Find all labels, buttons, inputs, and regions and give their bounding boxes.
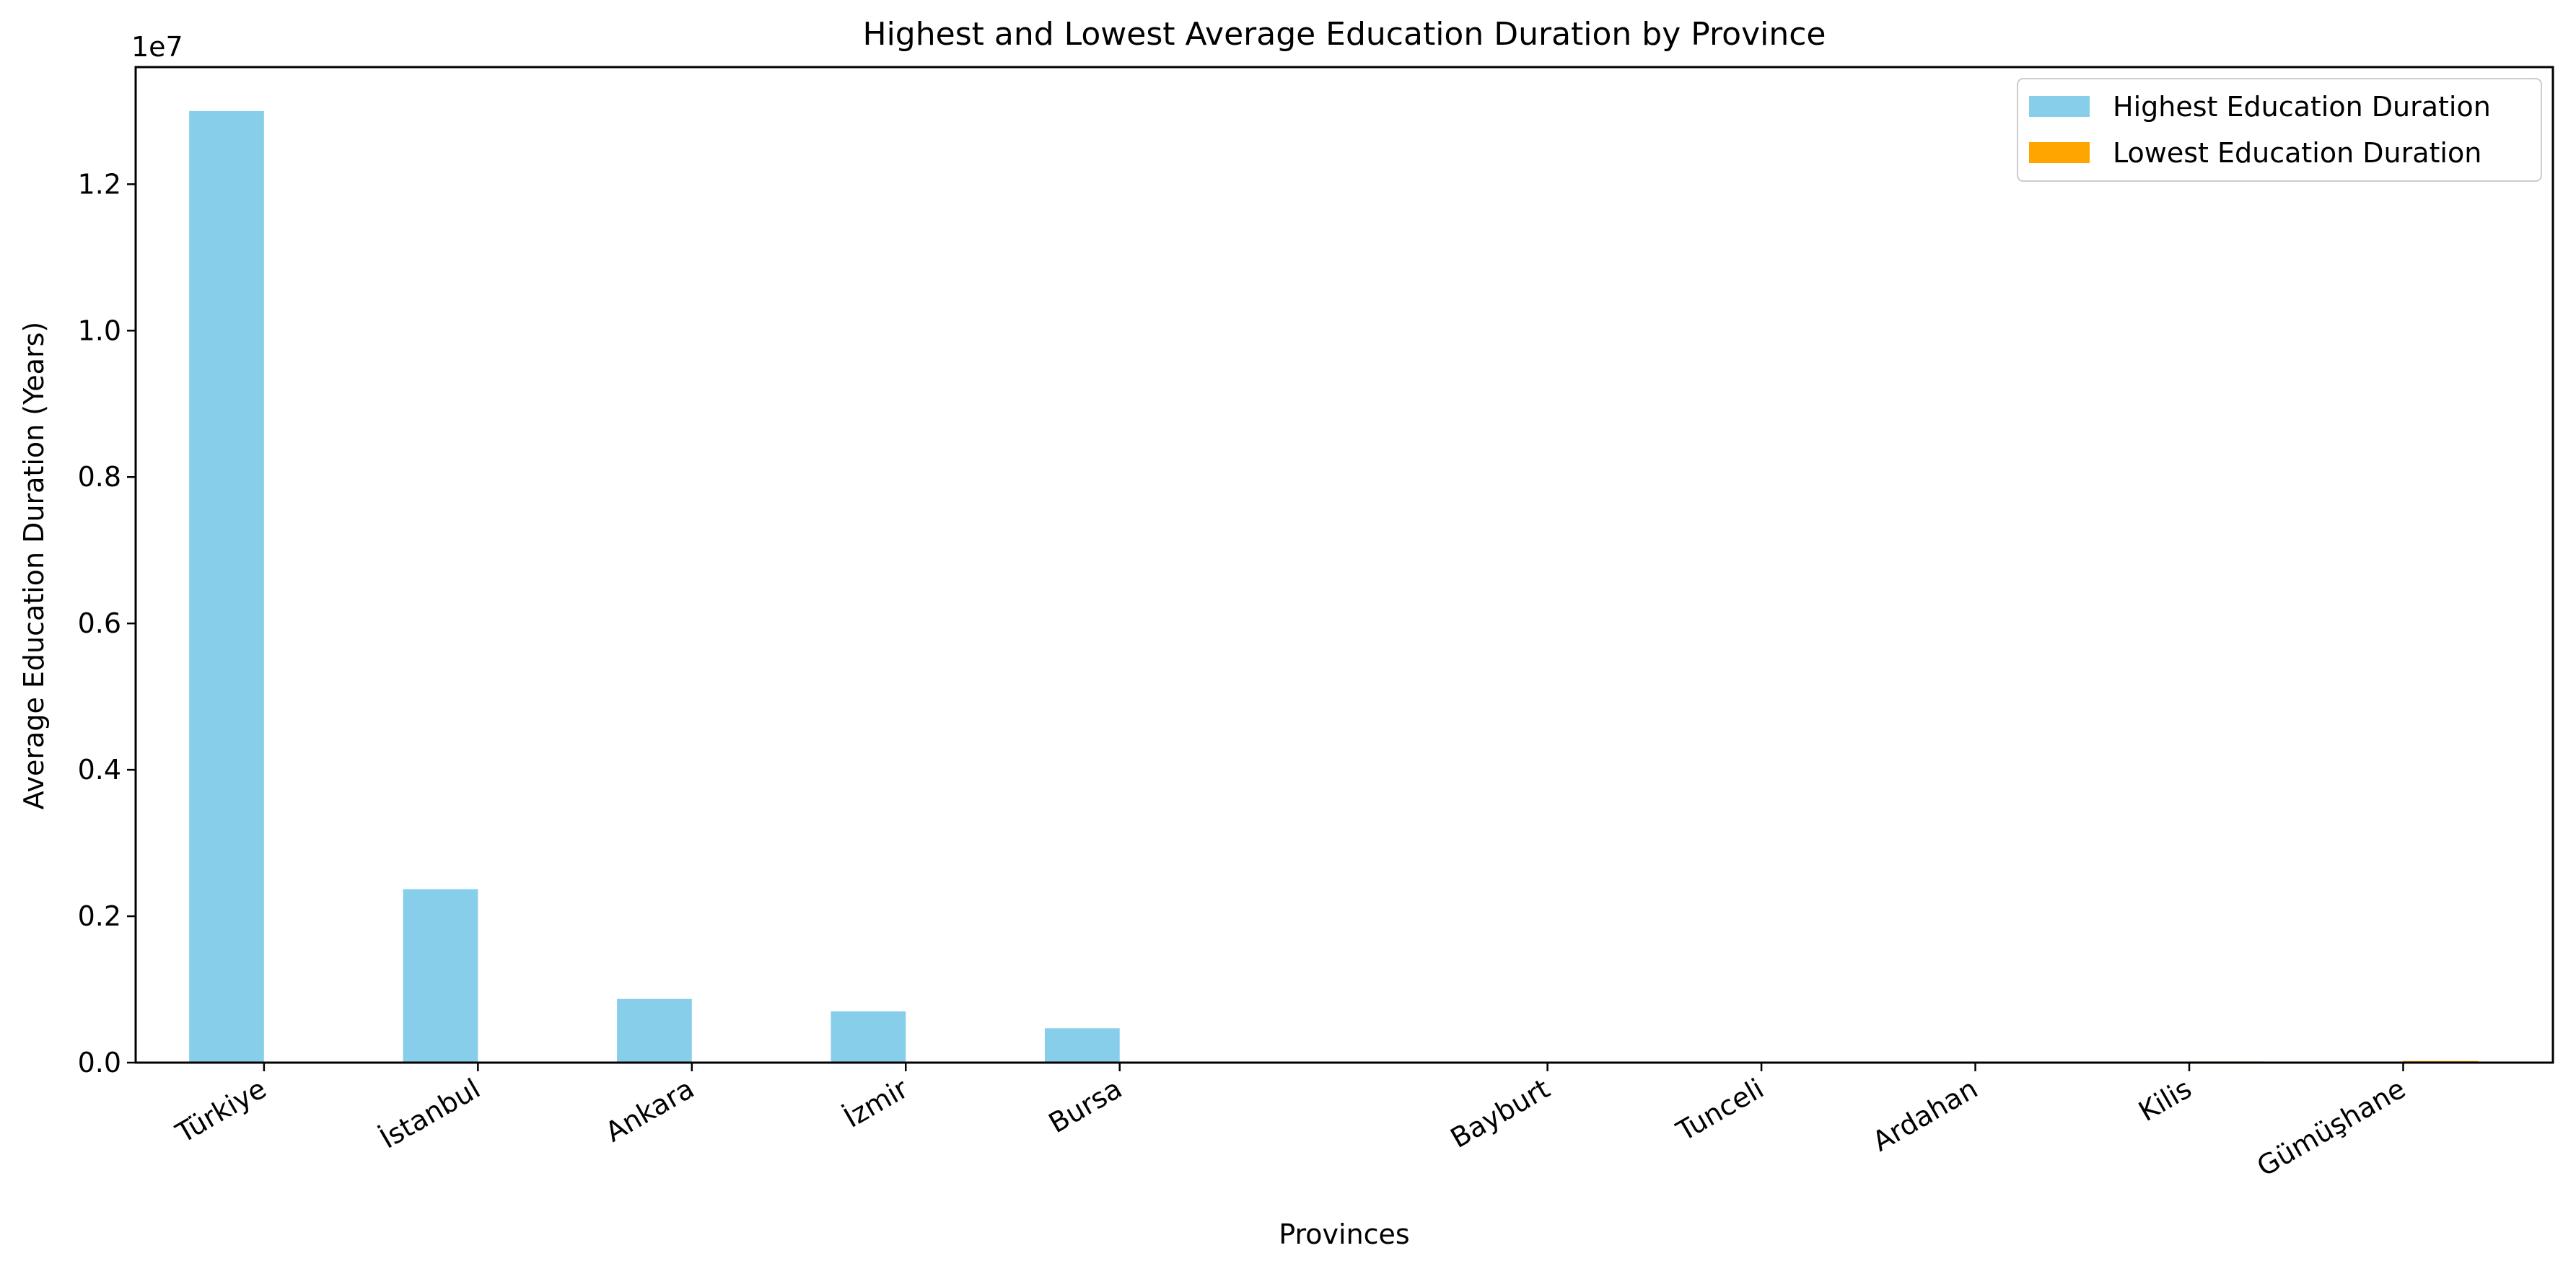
y-tick-label: 1.2: [78, 168, 121, 200]
chart-title: Highest and Lowest Average Education Dur…: [863, 16, 1826, 53]
plot-frame: [134, 66, 2554, 1064]
bar-highest-1: [403, 889, 478, 1063]
y-tick-label: 0.8: [78, 461, 121, 493]
legend-label-lowest: Lowest Education Duration: [2113, 137, 2481, 169]
legend-swatch-highest: [2029, 96, 2090, 117]
bar-highest-2: [617, 998, 692, 1063]
bar-highest-4: [1044, 1028, 1120, 1063]
x-tick-label: Kilis: [2133, 1073, 2196, 1128]
x-tick-label: İzmir: [838, 1073, 914, 1134]
bars-layer: [189, 110, 2479, 1063]
y-tick-label: 0.2: [78, 900, 121, 932]
x-axis-label: Provinces: [1279, 1218, 1409, 1250]
x-tick-label: Ardahan: [1867, 1073, 1983, 1158]
x-tick-label: Tunceli: [1670, 1073, 1769, 1148]
legend-label-highest: Highest Education Duration: [2113, 91, 2491, 123]
legend-box: [2017, 78, 2542, 182]
x-tick-label: Ankara: [600, 1073, 700, 1148]
y-tick-label: 0.6: [78, 607, 121, 639]
legend-swatch-lowest: [2029, 142, 2090, 163]
legend: Highest Education Duration Lowest Educat…: [2017, 78, 2542, 182]
y-tick-label: 0.0: [78, 1047, 121, 1078]
y-tick-label: 1.0: [78, 315, 121, 346]
x-tick-label: İstanbul: [374, 1073, 486, 1155]
bar-highest-3: [831, 1011, 906, 1063]
bar-highest-0: [189, 110, 264, 1063]
y-axis-multiplier: 1e7: [131, 31, 183, 63]
y-axis-label: Average Education Duration (Years): [18, 322, 50, 809]
x-tick-label: Gümüşhane: [2251, 1073, 2411, 1183]
y-tick-label: 0.4: [78, 754, 121, 786]
x-tick-label: Türkiye: [170, 1073, 272, 1150]
x-tick-label: Bursa: [1043, 1073, 1127, 1140]
x-tick-label: Bayburt: [1445, 1073, 1555, 1154]
